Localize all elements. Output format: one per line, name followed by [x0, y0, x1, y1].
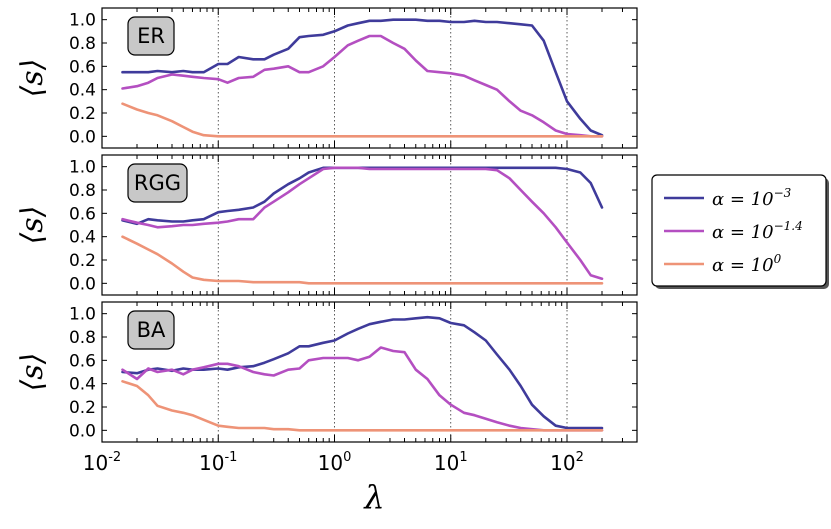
series-line-10-3 [121, 18, 604, 137]
y-tick-label: 1.0 [69, 11, 96, 31]
panel-label-box [127, 310, 175, 350]
panel-label-text: RGG [134, 171, 181, 195]
y-tick-label: 0.4 [69, 375, 96, 395]
y-tick-label: 0.0 [69, 274, 96, 294]
y-tick-label: 0.8 [69, 34, 96, 54]
legend-label: α = 100 [712, 252, 782, 276]
y-tick-label: 0.6 [69, 351, 96, 371]
y-axis-label: ⟨s⟩ [15, 59, 50, 98]
series-line-10-0 [121, 102, 604, 138]
panel-label-er: ER [127, 16, 175, 56]
panel-label-text: ER [137, 24, 165, 48]
y-tick-label: 0.4 [69, 81, 96, 101]
plot-frame-ba [101, 301, 638, 443]
panel-label-ba: BA [127, 310, 175, 350]
y-tick-label: 1.0 [69, 158, 96, 178]
panel-rgg: 0.0 0.2 0.4 0.6 0.8 1.0 RGG ⟨s⟩ [15, 154, 638, 296]
plot-frame-rgg [101, 154, 638, 296]
y-axis-label: ⟨s⟩ [15, 353, 50, 392]
y-tick-label: 0.2 [69, 104, 96, 124]
y-tick-label: 0.8 [69, 181, 96, 201]
legend-entry: α = 10−1.4 [664, 219, 803, 243]
series-line-10-0 [121, 379, 604, 432]
legend-label: α = 10−3 [712, 186, 792, 210]
y-tick-label: 1.0 [69, 305, 96, 325]
legend-entry: α = 100 [664, 252, 782, 276]
legend-box [651, 174, 827, 287]
y-tick-label: 0.8 [69, 328, 96, 348]
panel-er: 0.0 0.2 0.4 0.6 0.8 1.0 ER ⟨s⟩ [15, 7, 638, 149]
y-tick-label: 0.2 [69, 251, 96, 271]
y-axis-label: ⟨s⟩ [15, 206, 50, 245]
y-tick-label: 0.0 [69, 421, 96, 441]
series-line-10-1-4 [121, 346, 604, 432]
panels-layer: 0.0 0.2 0.4 0.6 0.8 1.0 ER ⟨s⟩ 0.0 0.2 0.4 0.6 0.8 1.… [15, 7, 638, 443]
series-line-10-0 [121, 235, 604, 285]
x-tick-label: 10-2 [83, 450, 121, 475]
panel-ba: 0.0 0.2 0.4 0.6 0.8 1.0 BA ⟨s⟩ [15, 301, 638, 443]
x-tick-label: 101 [434, 450, 468, 475]
x-tick-label: 100 [318, 450, 352, 475]
series-line-10-1-4 [121, 34, 604, 138]
y-tick-label: 0.6 [69, 57, 96, 77]
x-tick-label: 102 [550, 450, 584, 475]
legend-label: α = 10−1.4 [712, 219, 803, 243]
plot-frame-er [101, 7, 638, 149]
y-tick-label: 0.0 [69, 127, 96, 147]
series-line-10-1-4 [121, 166, 604, 281]
x-tick-label: 10-1 [199, 450, 237, 475]
x-axis-label: λ [362, 478, 384, 516]
panel-label-rgg: RGG [127, 163, 188, 203]
series-line-10-3 [121, 315, 604, 430]
y-tick-label: 0.2 [69, 398, 96, 418]
x-axis: 10-2 10-1 100 101 102 λ [83, 450, 584, 516]
panel-label-box [127, 163, 188, 203]
y-tick-label: 0.4 [69, 228, 96, 248]
panel-label-box [127, 16, 175, 56]
panel-label-text: BA [137, 318, 166, 342]
y-tick-label: 0.6 [69, 204, 96, 224]
legend: α = 10−3 α = 10−1.4 α = 100 [651, 174, 829, 289]
legend-entry: α = 10−3 [664, 186, 792, 210]
